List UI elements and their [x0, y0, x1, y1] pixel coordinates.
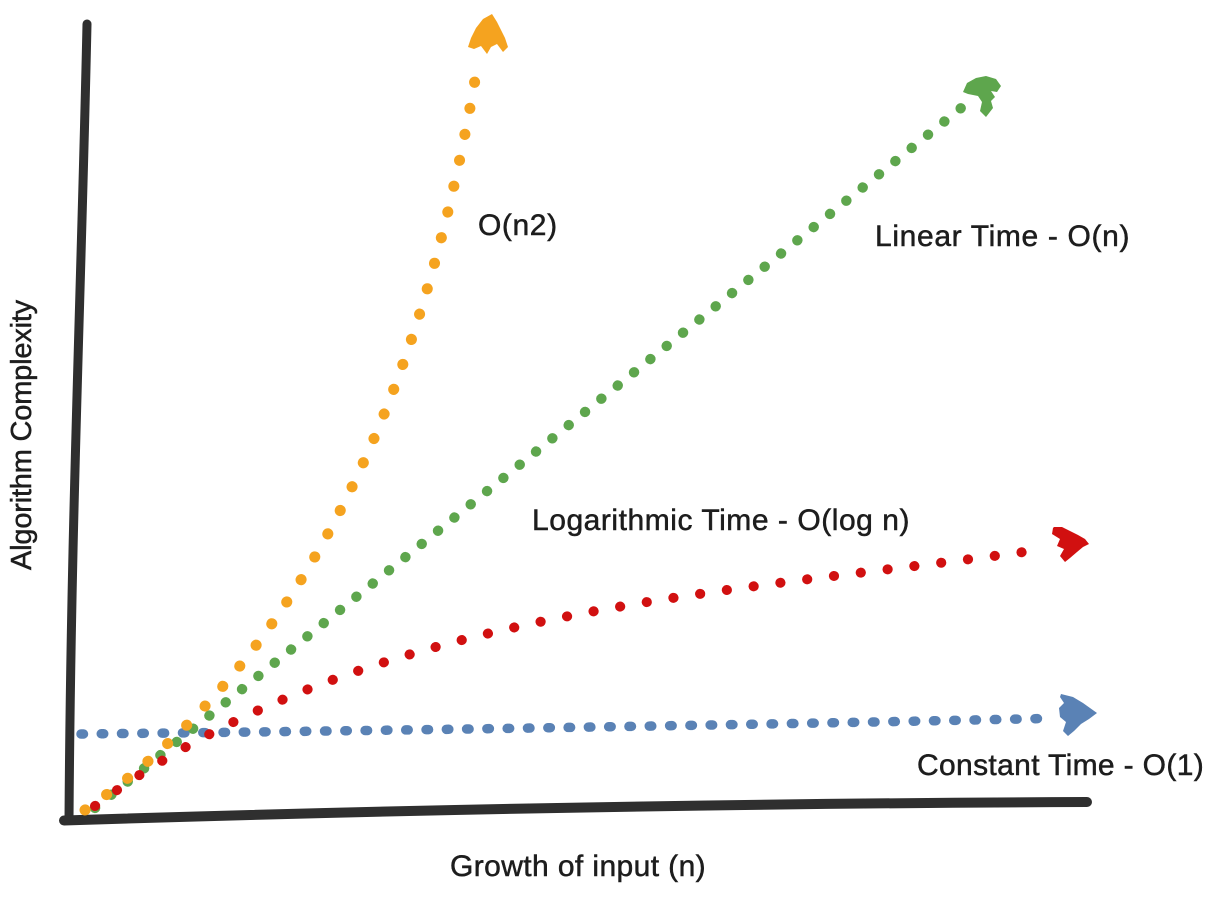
- svg-text:O(n2): O(n2): [478, 209, 558, 242]
- svg-text:Growth of input (n): Growth of input (n): [450, 850, 706, 883]
- svg-text:Algorithm Complexity: Algorithm Complexity: [6, 299, 38, 570]
- svg-text:Logarithmic Time - O(log n): Logarithmic Time - O(log n): [532, 504, 910, 537]
- svg-text:Constant Time - O(1): Constant Time - O(1): [917, 749, 1204, 782]
- svg-text:Linear Time - O(n): Linear Time - O(n): [875, 220, 1130, 253]
